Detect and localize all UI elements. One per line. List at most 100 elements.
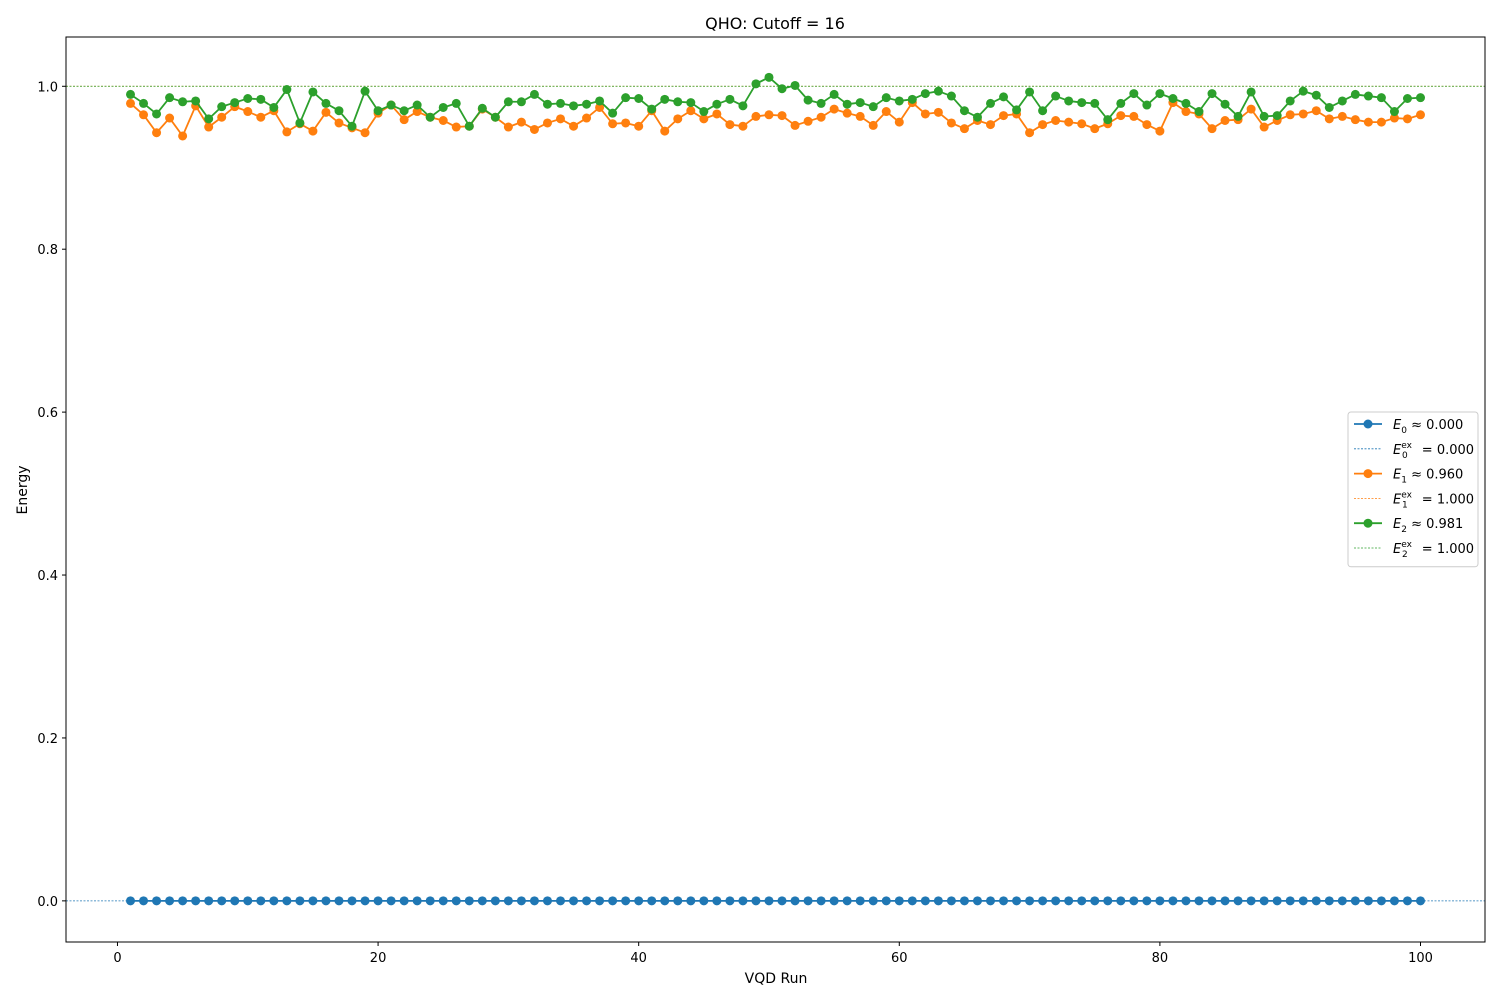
data-point-e1 [1129,111,1139,121]
plot-frame [65,36,1486,943]
data-point-e2 [1389,107,1399,117]
data-point-e2 [438,102,448,112]
data-point-e0 [438,896,448,906]
data-point-e2 [152,109,162,119]
data-point-e0 [204,896,214,906]
data-point-e0 [308,896,318,906]
data-point-e0 [516,896,526,906]
data-point-e2 [399,106,409,116]
data-point-e2 [178,97,188,107]
data-point-e0 [191,896,201,906]
data-point-e2 [386,100,396,110]
data-point-e0 [178,896,188,906]
data-point-e0 [1129,896,1139,906]
data-point-e1 [451,122,461,132]
data-point-e1 [321,107,331,117]
data-point-e0 [634,896,644,906]
data-point-e0 [1038,896,1048,906]
data-point-e2 [972,112,982,122]
data-point-e1 [1142,120,1152,130]
data-point-e0 [803,896,813,906]
data-point-e0 [1389,896,1399,906]
data-point-e0 [907,896,917,906]
x-axis-label: VQD Run [745,971,808,987]
data-point-e1 [595,102,605,112]
data-point-e2 [269,102,279,112]
data-point-e1 [816,112,826,122]
data-point-e2 [738,101,748,111]
data-point-e0 [399,896,409,906]
data-point-e1 [660,126,670,136]
data-point-e2 [412,100,422,110]
data-point-e0 [1142,896,1152,906]
data-point-e2 [1363,91,1373,101]
data-point-e2 [556,98,565,108]
legend-point-marker [1363,469,1373,479]
data-point-e0 [217,896,227,906]
data-point-e2 [1402,94,1412,104]
data-point-e2 [647,104,657,114]
data-point-e0 [1246,896,1256,906]
legend: E0 ≈ 0.000 Eex 0 = 0.000 E1 ≈ 0.960 Eex 1 = 1… [1347,411,1479,568]
data-point-e0 [334,896,344,906]
data-point-e2 [569,101,579,111]
y-axis-label: Energy [15,465,31,514]
data-point-e2 [282,85,292,95]
data-point-e1 [1155,126,1165,136]
data-point-e2 [829,89,839,99]
data-point-e2 [1064,96,1074,106]
data-point-e2 [868,102,878,112]
data-point-e0 [556,896,565,906]
data-point-e2 [139,98,149,108]
data-point-e0 [764,896,774,906]
data-point-e1 [933,107,943,117]
data-point-e0 [152,896,162,906]
data-point-e2 [933,86,943,96]
data-point-e2 [881,93,891,103]
data-point-e2 [1155,89,1165,99]
data-point-e1 [334,118,344,128]
data-point-e0 [126,896,135,906]
data-point-e2 [230,98,240,108]
legend-item-e2-exact: Eex 2 = 1.000 [1354,540,1474,560]
data-point-e1 [1324,114,1334,124]
y-tick-label: 0.2 [37,732,58,747]
data-point-e0 [868,896,878,906]
data-point-e2 [894,96,904,106]
data-point-e1 [282,127,292,137]
legend-label: Eex 0 = 0.000 [1393,441,1474,461]
data-point-e2 [1285,96,1295,106]
data-point-e2 [946,91,956,101]
data-point-e2 [490,112,500,122]
legend-item-e0-exact: Eex 0 = 0.000 [1354,441,1474,461]
data-point-e0 [295,896,305,906]
data-point-e0 [1376,896,1386,906]
data-point-e2 [1038,106,1048,116]
data-point-e1 [1051,115,1061,125]
x-tick-label: 80 [1152,951,1169,966]
data-point-e2 [516,97,526,107]
data-point-e0 [1090,896,1100,906]
x-tick-label: 40 [630,951,647,966]
data-point-e1 [556,114,565,124]
data-point-e2 [295,118,305,128]
series-line-e1 [129,101,1421,137]
data-point-e2 [582,99,592,109]
data-point-e1 [1220,115,1230,125]
data-point-e0 [829,896,839,906]
data-point-e2 [712,99,722,109]
legend-point-marker [1363,518,1373,528]
data-point-e1 [1402,114,1412,124]
legend-item-e1-exact: Eex 1 = 1.000 [1354,490,1474,510]
data-point-e0 [621,896,631,906]
data-point-e0 [477,896,487,906]
data-point-e2 [842,99,852,109]
series-e1 [126,98,1425,141]
data-point-e0 [165,896,175,906]
data-point-e2 [608,108,618,118]
data-point-e0 [894,896,904,906]
data-point-e0 [1025,896,1035,906]
data-point-e1 [634,121,644,131]
data-point-e0 [1233,896,1243,906]
data-point-e1 [1025,128,1035,138]
